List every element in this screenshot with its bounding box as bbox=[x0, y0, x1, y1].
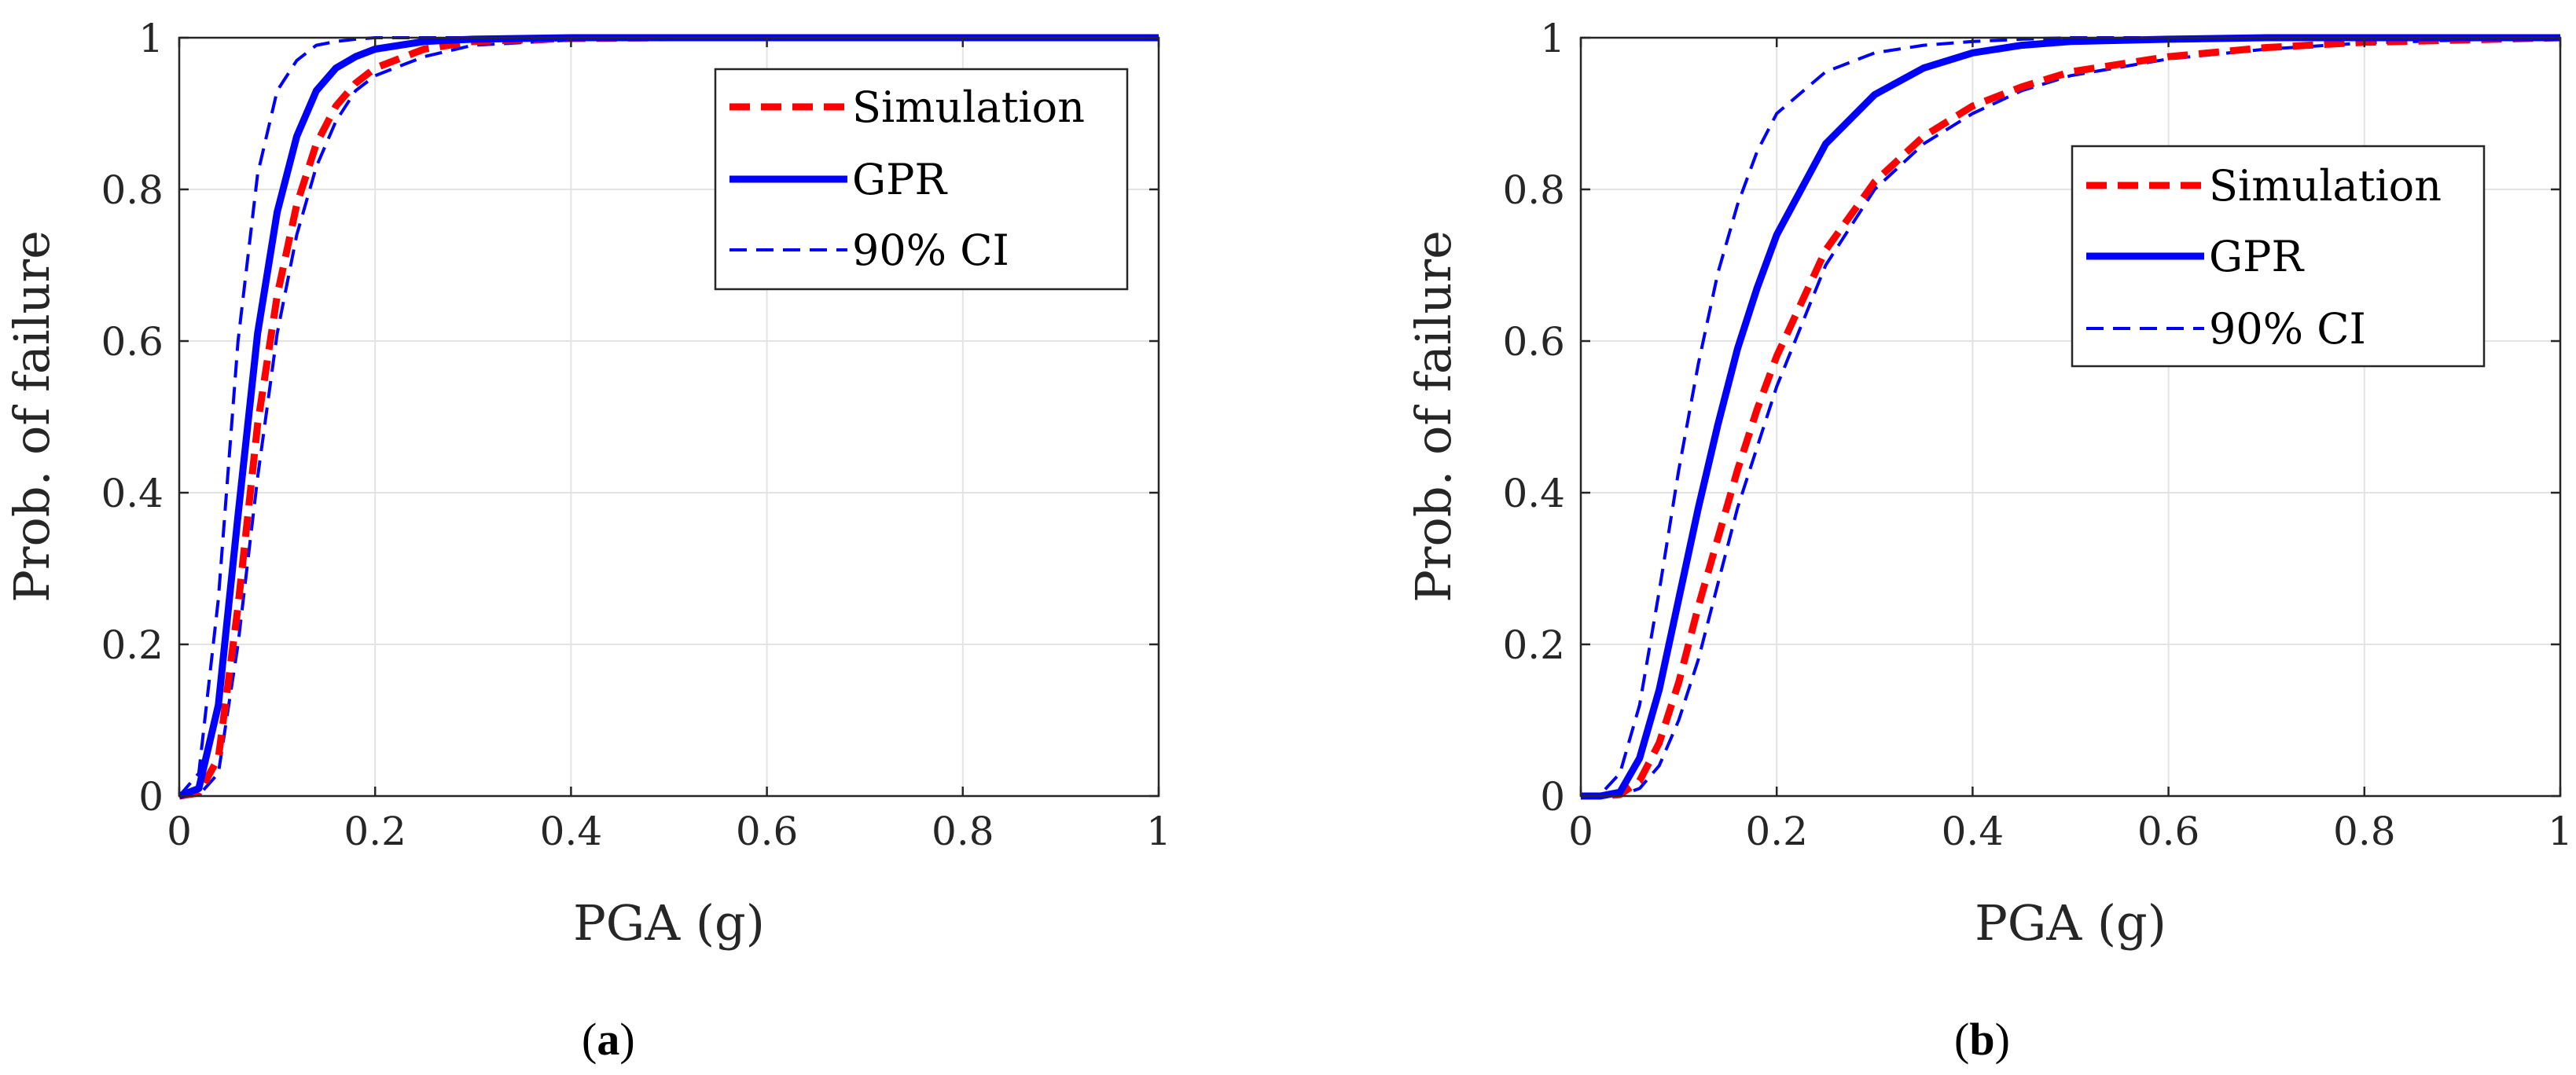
legend-label-simulation-a: Simulation bbox=[852, 83, 1085, 132]
y-tick-label-b: 0 bbox=[1540, 774, 1565, 820]
x-tick-label-b: 0 bbox=[1568, 809, 1593, 854]
y-tick-label-a: 0.2 bbox=[101, 622, 164, 668]
y-tick-label-b: 0.4 bbox=[1502, 471, 1565, 516]
x-tick-label-a: 0.8 bbox=[932, 809, 994, 854]
ticks-b: 0 0.2 0.4 0.6 0.8 1 0 0.2 0.4 0.6 0.8 1 bbox=[1502, 16, 2572, 854]
legend-label-ci-a: 90% CI bbox=[852, 226, 1009, 275]
series-line-simulation-b bbox=[1581, 34, 2561, 800]
x-tick-label-a: 0 bbox=[167, 809, 192, 854]
y-tick-label-b: 0.8 bbox=[1502, 167, 1565, 213]
x-tick-label-b: 0.2 bbox=[1745, 809, 1808, 854]
x-axis-title-a: PGA (g) bbox=[573, 894, 765, 952]
y-tick-label-a: 1 bbox=[138, 16, 164, 61]
axes-box-b bbox=[1579, 36, 2562, 798]
x-tick-label-a: 0.2 bbox=[344, 809, 406, 854]
y-tick-label-a: 0.8 bbox=[101, 167, 164, 213]
panel-label-a: (a) bbox=[582, 1014, 635, 1065]
x-tick-label-b: 0.8 bbox=[2333, 809, 2396, 854]
y-tick-label-a: 0.6 bbox=[101, 319, 164, 365]
y-tick-label-b: 0.2 bbox=[1502, 622, 1565, 668]
x-tick-label-b: 0.4 bbox=[1942, 809, 2005, 854]
y-tick-label-a: 0 bbox=[138, 774, 164, 820]
series-line-90-ci-lower-a bbox=[178, 36, 1159, 798]
legend-label-gpr-a: GPR bbox=[852, 155, 947, 204]
y-axis-title-a: Prob. of failure bbox=[3, 230, 61, 603]
x-axis-title-b: PGA (g) bbox=[1975, 894, 2166, 952]
x-tick-label-b: 0.6 bbox=[2137, 809, 2200, 854]
axes-box-a bbox=[178, 36, 1160, 798]
x-tick-label-b: 1 bbox=[2548, 809, 2573, 854]
chart-panel-b: 0 0.2 0.4 0.6 0.8 1 0 0.2 0.4 0.6 0.8 1 PGA (g) Pro… bbox=[1405, 16, 2573, 1065]
legend-label-gpr-b: GPR bbox=[2209, 232, 2304, 281]
x-tick-label-a: 1 bbox=[1146, 809, 1171, 854]
chart-panel-a: 0 0.2 0.4 0.6 0.8 1 0 0.2 0.4 0.6 0.8 1 PGA (g) Pro… bbox=[3, 16, 1171, 1065]
legend-b: Simulation GPR 90% CI bbox=[2071, 145, 2486, 368]
x-tick-label-a: 0.6 bbox=[736, 809, 799, 854]
y-axis-title-b: Prob. of failure bbox=[1405, 230, 1462, 603]
legend-label-simulation-b: Simulation bbox=[2209, 161, 2442, 211]
y-tick-label-b: 0.6 bbox=[1502, 319, 1565, 365]
ticks-a: 0 0.2 0.4 0.6 0.8 1 0 0.2 0.4 0.6 0.8 1 bbox=[101, 16, 1170, 854]
y-tick-label-b: 1 bbox=[1540, 16, 1565, 61]
legend-label-ci-b: 90% CI bbox=[2209, 304, 2366, 354]
x-tick-label-a: 0.4 bbox=[540, 809, 603, 854]
panel-label-b: (b) bbox=[1954, 1014, 2010, 1065]
legend-a: Simulation GPR 90% CI bbox=[714, 68, 1129, 291]
y-tick-label-a: 0.4 bbox=[101, 471, 164, 516]
